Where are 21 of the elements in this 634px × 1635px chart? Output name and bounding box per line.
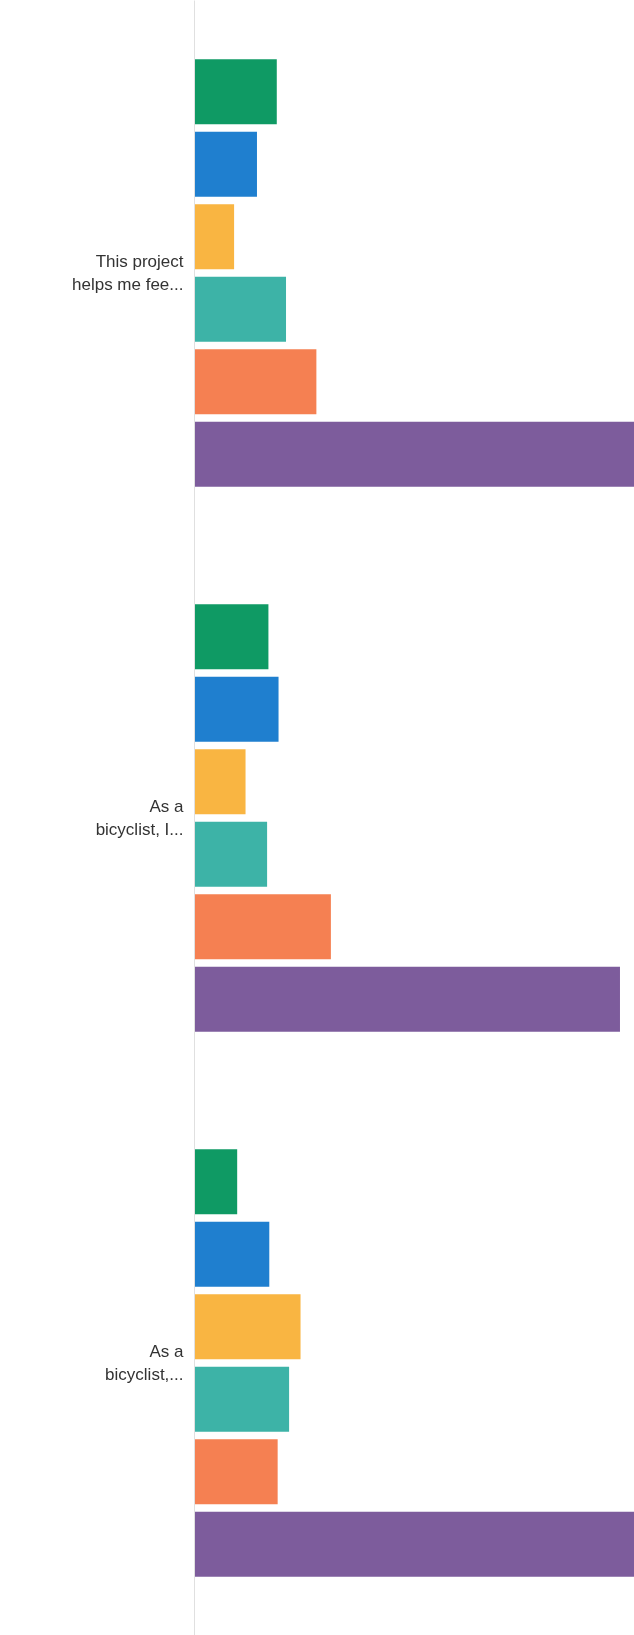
- bar: [194, 421, 634, 487]
- bar: [194, 1439, 278, 1505]
- bar: [194, 1294, 301, 1360]
- bar: [194, 276, 287, 342]
- y-tick-label: This project helps me fee...: [72, 252, 184, 294]
- bar: [194, 1221, 270, 1287]
- bar: [194, 1149, 238, 1215]
- bar: [194, 131, 257, 197]
- bar: [194, 749, 246, 815]
- bar: [194, 676, 279, 742]
- bar: [194, 349, 317, 415]
- bar: [194, 204, 235, 270]
- y-tick-label: As a bicyclist, I...: [95, 797, 185, 839]
- bar: [194, 604, 269, 670]
- bar: [194, 966, 620, 1032]
- bar: [194, 821, 268, 887]
- bar: [194, 1511, 634, 1577]
- y-tick-label: As a bicyclist,...: [105, 1342, 185, 1384]
- bar: [194, 1366, 290, 1432]
- bar: [194, 59, 277, 125]
- bar: [194, 894, 331, 960]
